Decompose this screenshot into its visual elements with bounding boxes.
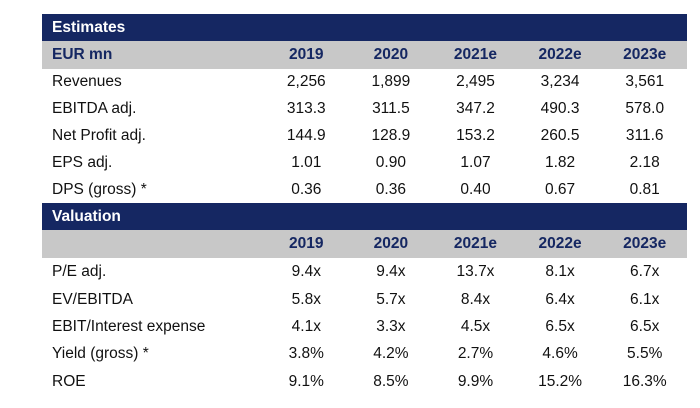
estimates-row: Revenues 2,256 1,899 2,495 3,234 3,561 <box>42 69 687 96</box>
cell-value: 3,234 <box>540 73 580 91</box>
cell-value: 9.4x <box>291 263 321 281</box>
cell-value: 2.18 <box>629 154 660 172</box>
cell-value: 6.1x <box>630 290 660 308</box>
cell-value: 16.3% <box>622 372 667 390</box>
cell-value: 0.40 <box>460 181 491 198</box>
valuation-row: P/E adj. 9.4x 9.4x 13.7x 8.1x 6.7x <box>42 258 687 285</box>
estimates-row: EPS adj. 1.01 0.90 1.07 1.82 2.18 <box>42 150 687 177</box>
row-label: Revenues <box>52 73 122 91</box>
cell-value: 5.5% <box>627 345 663 363</box>
cell-value: 3,561 <box>625 73 665 91</box>
valuation-rows: P/E adj. 9.4x 9.4x 13.7x 8.1x 6.7x EV/EBITDA 5.… <box>42 258 687 395</box>
cell-value: 0.36 <box>291 181 322 198</box>
cell-value: 8.5% <box>373 372 409 390</box>
cell-value: 8.1x <box>545 263 575 281</box>
estimates-row: DPS (gross) * 0.36 0.36 0.40 0.67 0.81 <box>42 177 687 204</box>
cell-value: 578.0 <box>625 100 665 118</box>
estimates-row: Net Profit adj. 144.9 128.9 153.2 260.5 311.6 <box>42 123 687 150</box>
cell-value: 9.4x <box>376 263 406 281</box>
cell-value: 6.7x <box>630 263 660 281</box>
cell-value: 3.8% <box>288 345 324 363</box>
estimates-header-label: EUR mn <box>42 41 264 69</box>
row-label: EPS adj. <box>52 154 113 172</box>
row-label: EBITDA adj. <box>52 100 137 118</box>
estimates-year-header: 2019 <box>264 41 349 69</box>
financial-table: Estimates EUR mn 2019 2020 2021e 2022e 2… <box>42 14 688 395</box>
estimates-row: EBITDA adj. 313.3 311.5 347.2 490.3 578.0 <box>42 96 687 123</box>
valuation-section-title: Valuation <box>42 203 688 231</box>
valuation-year-header: 2021e <box>433 230 518 259</box>
cell-value: 13.7x <box>456 263 495 281</box>
valuation-section-header: Valuation <box>42 203 688 231</box>
estimates-section-header: Estimates <box>42 14 688 41</box>
estimates-year-header: 2023e <box>602 41 688 69</box>
valuation-row: EV/EBITDA 5.8x 5.7x 8.4x 6.4x 6.1x <box>42 286 687 313</box>
cell-value: 0.81 <box>629 181 660 198</box>
financial-table-container: Estimates EUR mn 2019 2020 2021e 2022e 2… <box>42 14 688 395</box>
cell-value: 260.5 <box>540 127 580 145</box>
cell-value: 347.2 <box>456 100 495 118</box>
row-label: P/E adj. <box>52 263 107 281</box>
valuation-row: EBIT/Interest expense 4.1x 3.3x 4.5x 6.5x 6.5… <box>42 313 687 340</box>
cell-value: 2,256 <box>286 73 326 91</box>
estimates-year-header: 2020 <box>348 41 434 69</box>
cell-value: 3.3x <box>376 317 406 335</box>
cell-value: 8.4x <box>460 290 491 308</box>
cell-value: 4.6% <box>542 345 578 363</box>
cell-value: 311.5 <box>372 100 410 118</box>
row-label: DPS (gross) * <box>52 181 147 198</box>
cell-value: 2,495 <box>456 73 495 91</box>
cell-value: 9.9% <box>457 372 494 390</box>
cell-value: 144.9 <box>286 127 326 145</box>
estimates-rows: Revenues 2,256 1,899 2,495 3,234 3,561 EBITDA … <box>42 69 687 203</box>
cell-value: 2.7% <box>457 345 494 363</box>
cell-value: 4.2% <box>373 345 409 363</box>
estimates-year-header: 2021e <box>433 41 518 69</box>
estimates-year-header: 2022e <box>517 41 603 69</box>
valuation-year-header: 2023e <box>602 230 688 259</box>
cell-value: 0.90 <box>375 154 406 172</box>
row-label: Yield (gross) * <box>52 345 149 363</box>
cell-value: 153.2 <box>456 127 495 145</box>
cell-value: 5.8x <box>291 290 321 308</box>
cell-value: 0.67 <box>544 181 576 198</box>
estimates-section-title: Estimates <box>42 14 688 41</box>
valuation-year-header: 2020 <box>348 230 434 259</box>
valuation-row: ROE 9.1% 8.5% 9.9% 15.2% 16.3% <box>42 368 687 395</box>
cell-value: 313.3 <box>286 100 326 118</box>
cell-value: 1.07 <box>460 154 491 172</box>
cell-value: 6.5x <box>630 317 660 335</box>
cell-value: 6.5x <box>545 317 575 335</box>
cell-value: 4.5x <box>460 317 491 335</box>
cell-value: 5.7x <box>376 290 406 308</box>
cell-value: 4.1x <box>291 317 321 335</box>
cell-value: 1.01 <box>291 154 322 172</box>
cell-value: 1,899 <box>371 73 411 91</box>
row-label: ROE <box>52 372 86 390</box>
estimates-column-header-row: EUR mn 2019 2020 2021e 2022e 2023e <box>42 41 688 69</box>
valuation-column-header-row: 2019 2020 2021e 2022e 2023e <box>42 230 688 259</box>
valuation-year-header: 2022e <box>517 230 603 259</box>
cell-value: 9.1% <box>288 372 324 390</box>
valuation-header-label <box>42 230 264 259</box>
cell-value: 6.4x <box>545 290 575 308</box>
valuation-year-header: 2019 <box>264 230 349 259</box>
row-label: EV/EBITDA <box>52 290 133 308</box>
valuation-row: Yield (gross) * 3.8% 4.2% 2.7% 4.6% 5.5% <box>42 341 687 368</box>
cell-value: 15.2% <box>538 372 583 390</box>
cell-value: 0.36 <box>375 181 406 198</box>
cell-value: 128.9 <box>371 127 411 145</box>
cell-value: 490.3 <box>540 100 580 118</box>
row-label: Net Profit adj. <box>52 127 146 145</box>
cell-value: 1.82 <box>544 154 576 172</box>
cell-value: 311.6 <box>625 127 664 145</box>
row-label: EBIT/Interest expense <box>52 317 206 335</box>
